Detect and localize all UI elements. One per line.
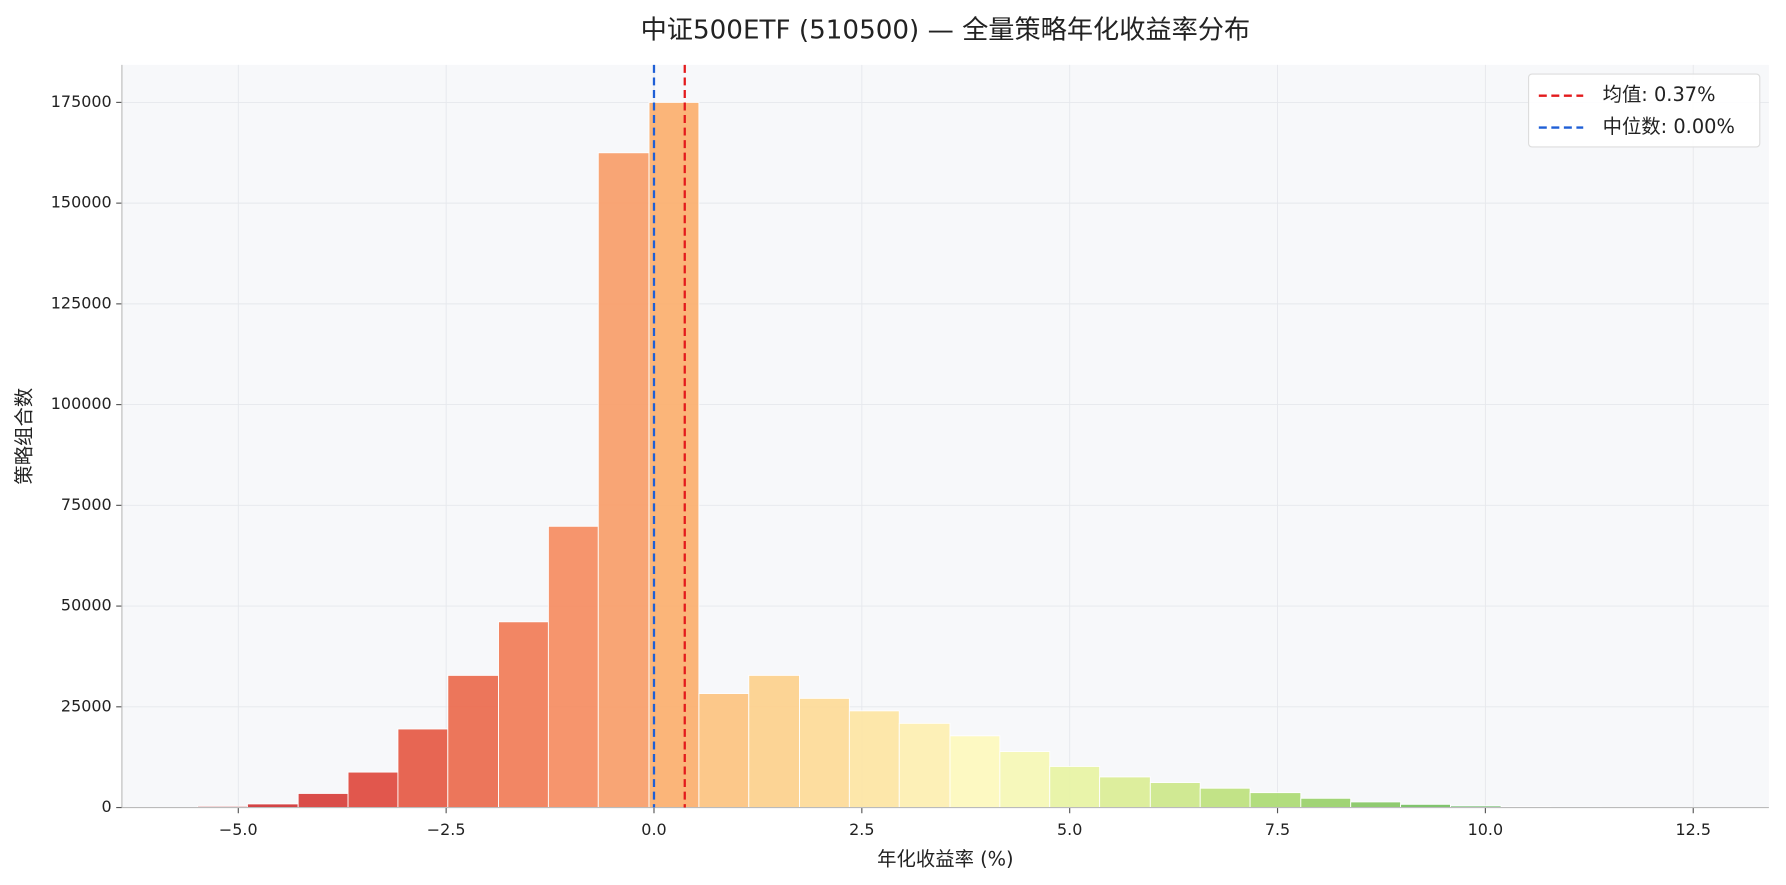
histogram-bar	[999, 751, 1051, 809]
y-tick-label: 150000	[51, 193, 112, 212]
histogram-bar	[597, 152, 650, 809]
histogram-bar	[498, 621, 549, 809]
legend-label: 中位数: 0.00%	[1603, 115, 1735, 138]
x-tick-label: −2.5	[427, 820, 466, 839]
y-tick-label: 125000	[51, 293, 112, 312]
histogram-bar	[799, 697, 850, 809]
y-tick-label: 175000	[51, 92, 112, 111]
histogram-bar	[1099, 776, 1151, 809]
x-axis-label: 年化收益率 (%)	[877, 847, 1013, 870]
histogram-bar	[1300, 797, 1352, 809]
histogram-bar	[1049, 765, 1101, 809]
x-tick-label: −5.0	[219, 820, 258, 839]
histogram-bar	[397, 728, 449, 809]
histogram-bar	[447, 674, 499, 809]
histogram-bar	[1350, 801, 1402, 809]
histogram-bar	[547, 525, 599, 809]
legend-label: 均值: 0.37%	[1603, 83, 1716, 106]
chart-title: 中证500ETF (510500) — 全量策略年化收益率分布	[641, 15, 1251, 45]
histogram-bar	[698, 693, 750, 809]
x-tick-label: 10.0	[1468, 820, 1504, 839]
y-tick-label: 25000	[61, 696, 112, 715]
y-axis-label: 策略组合数	[13, 388, 36, 485]
plot-area	[121, 64, 1769, 808]
x-tick-label: 7.5	[1265, 820, 1290, 839]
histogram-bar	[748, 674, 800, 809]
histogram-bar	[898, 722, 951, 809]
y-tick-label: 100000	[51, 394, 112, 413]
y-tick-label: 0	[102, 797, 112, 816]
y-tick-label: 75000	[61, 495, 112, 514]
histogram-bar	[1149, 782, 1201, 809]
histogram-bar	[648, 101, 700, 809]
histogram-bar	[1199, 787, 1251, 809]
histogram-bar	[347, 771, 399, 809]
x-tick-label: 0.0	[641, 820, 666, 839]
legend-box	[1527, 73, 1761, 148]
y-tick-label: 50000	[61, 596, 112, 615]
x-tick-label: 5.0	[1057, 820, 1082, 839]
histogram-bar	[848, 710, 900, 809]
histogram-bar	[297, 792, 349, 809]
histogram-bar	[1249, 792, 1302, 809]
x-tick-label: 2.5	[849, 820, 874, 839]
x-tick-label: 12.5	[1675, 820, 1711, 839]
histogram-bar	[949, 735, 1001, 809]
